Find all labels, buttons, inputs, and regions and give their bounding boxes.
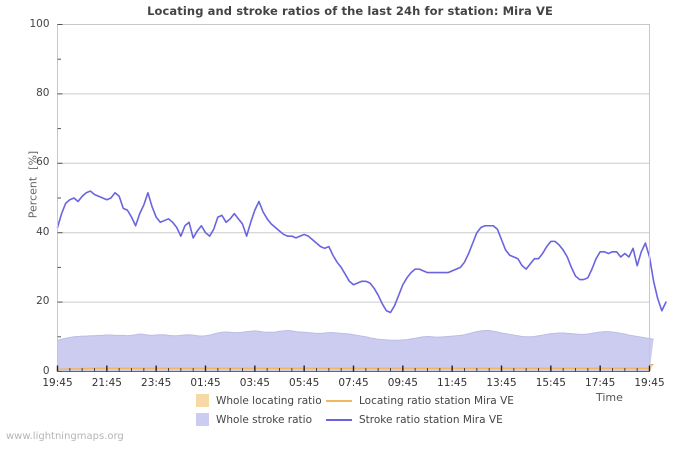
legend-item[interactable]: Stroke ratio station Mira VE	[326, 414, 656, 426]
data-series	[56, 190, 667, 372]
legend-item-label: Whole stroke ratio	[216, 413, 312, 426]
legend-item[interactable]: Whole locating ratio	[196, 394, 326, 407]
y-tick-label: 40	[36, 225, 50, 238]
y-tick-label: 60	[36, 156, 50, 169]
x-tick-label: 01:45	[190, 376, 221, 389]
legend-item-label: Whole locating ratio	[216, 394, 322, 407]
axis-ticks	[56, 24, 651, 372]
y-tick-label: 80	[36, 86, 50, 99]
y-tick-label: 20	[36, 295, 50, 308]
x-tick-label: 09:45	[387, 376, 418, 389]
y-tick-label: 0	[42, 364, 50, 377]
x-tick-label: 17:45	[585, 376, 616, 389]
legend-swatch-icon	[196, 413, 209, 426]
x-tick-label: 19:45	[634, 376, 665, 389]
legend-item[interactable]: Locating ratio station Mira VE	[326, 395, 656, 407]
x-tick-label: 03:45	[239, 376, 270, 389]
x-tick-label: 23:45	[141, 376, 172, 389]
legend-item[interactable]: Whole stroke ratio	[196, 413, 326, 426]
footer-url: www.lightningmaps.org	[6, 431, 124, 442]
y-tick-label: 100	[29, 17, 50, 30]
x-axis-title: Time	[596, 391, 623, 404]
chart-legend: Whole locating ratio Locating ratio stati…	[196, 391, 656, 429]
legend-line-icon	[326, 399, 352, 402]
legend-line-icon	[326, 418, 352, 421]
x-tick-label: 13:45	[486, 376, 517, 389]
gridlines	[57, 93, 650, 303]
x-tick-label: 11:45	[437, 376, 468, 389]
chart-title: Locating and stroke ratios of the last 2…	[147, 4, 553, 18]
x-tick-label: 19:45	[42, 376, 73, 389]
legend-item-label: Stroke ratio station Mira VE	[359, 413, 503, 426]
x-tick-label: 21:45	[91, 376, 122, 389]
x-tick-label: 15:45	[535, 376, 566, 389]
legend-item-label: Locating ratio station Mira VE	[359, 394, 514, 407]
legend-swatch-icon	[196, 394, 209, 407]
x-tick-label: 07:45	[338, 376, 369, 389]
x-tick-label: 05:45	[289, 376, 320, 389]
